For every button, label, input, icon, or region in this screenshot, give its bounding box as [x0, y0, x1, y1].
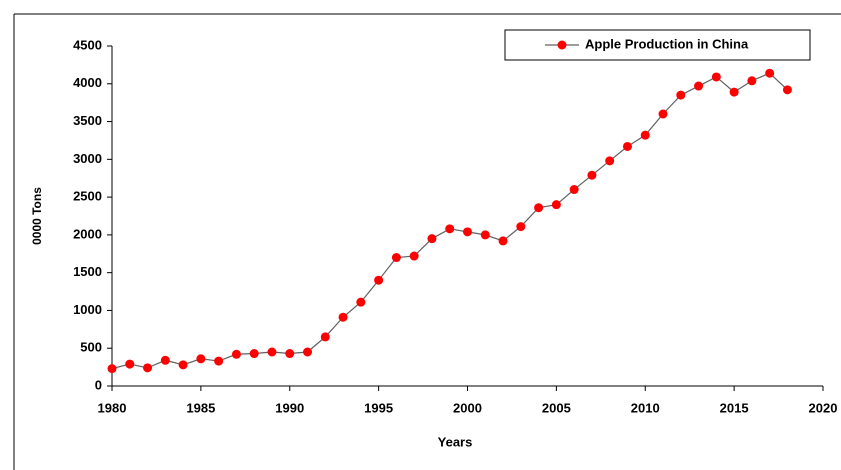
data-point [711, 72, 721, 82]
legend-marker [557, 40, 567, 50]
data-point [516, 222, 526, 232]
x-tick-label: 1990 [275, 400, 304, 415]
data-point [480, 230, 490, 240]
data-point [267, 347, 277, 357]
data-point [445, 224, 455, 234]
x-tick-label: 2000 [453, 400, 482, 415]
y-tick-label: 4500 [73, 37, 102, 52]
y-tick-label: 1000 [73, 302, 102, 317]
data-point [107, 364, 117, 374]
y-tick-label: 0 [95, 377, 102, 392]
y-tick-label: 1500 [73, 264, 102, 279]
x-tick-label: 1995 [364, 400, 393, 415]
y-axis-label: 0000 Tons [30, 187, 44, 245]
data-point [285, 349, 295, 359]
data-point [231, 349, 241, 359]
data-point [676, 90, 686, 100]
data-point [694, 81, 704, 91]
data-point [622, 141, 632, 151]
x-tick-label: 2005 [542, 400, 571, 415]
x-axis-label: Years [438, 434, 473, 449]
x-tick-label: 1985 [186, 400, 215, 415]
data-point [249, 349, 259, 359]
data-point [196, 354, 206, 364]
data-point [569, 185, 579, 195]
data-point [356, 297, 366, 307]
data-point [409, 251, 419, 261]
data-point [427, 234, 437, 244]
data-point [782, 85, 792, 95]
data-point [498, 236, 508, 246]
data-point [658, 109, 668, 119]
y-tick-label: 4000 [73, 75, 102, 90]
x-tick-label: 2020 [809, 400, 838, 415]
y-tick-label: 500 [80, 340, 102, 355]
data-point [214, 356, 224, 366]
y-tick-label: 2500 [73, 189, 102, 204]
x-tick-label: 2015 [720, 400, 749, 415]
data-point [303, 347, 313, 357]
data-point [551, 200, 561, 210]
data-point [320, 332, 330, 342]
data-point [463, 227, 472, 237]
series-line [111, 72, 788, 370]
y-tick-label: 2000 [73, 226, 102, 241]
data-point [605, 156, 615, 166]
legend-label: Apple Production in China [585, 36, 749, 51]
data-point [765, 68, 775, 78]
data-point [587, 170, 597, 180]
data-point [729, 87, 739, 97]
data-point [143, 363, 153, 373]
data-point [160, 355, 170, 365]
x-tick-label: 1980 [98, 400, 127, 415]
y-tick-label: 3500 [73, 113, 102, 128]
data-point [178, 360, 188, 370]
data-point [747, 76, 757, 86]
data-point [640, 130, 650, 140]
data-point [534, 203, 544, 213]
data-point [391, 253, 401, 263]
x-tick-label: 2010 [631, 400, 660, 415]
data-point [125, 359, 135, 369]
y-tick-label: 3000 [73, 151, 102, 166]
data-point [374, 275, 384, 285]
data-point [338, 312, 348, 322]
